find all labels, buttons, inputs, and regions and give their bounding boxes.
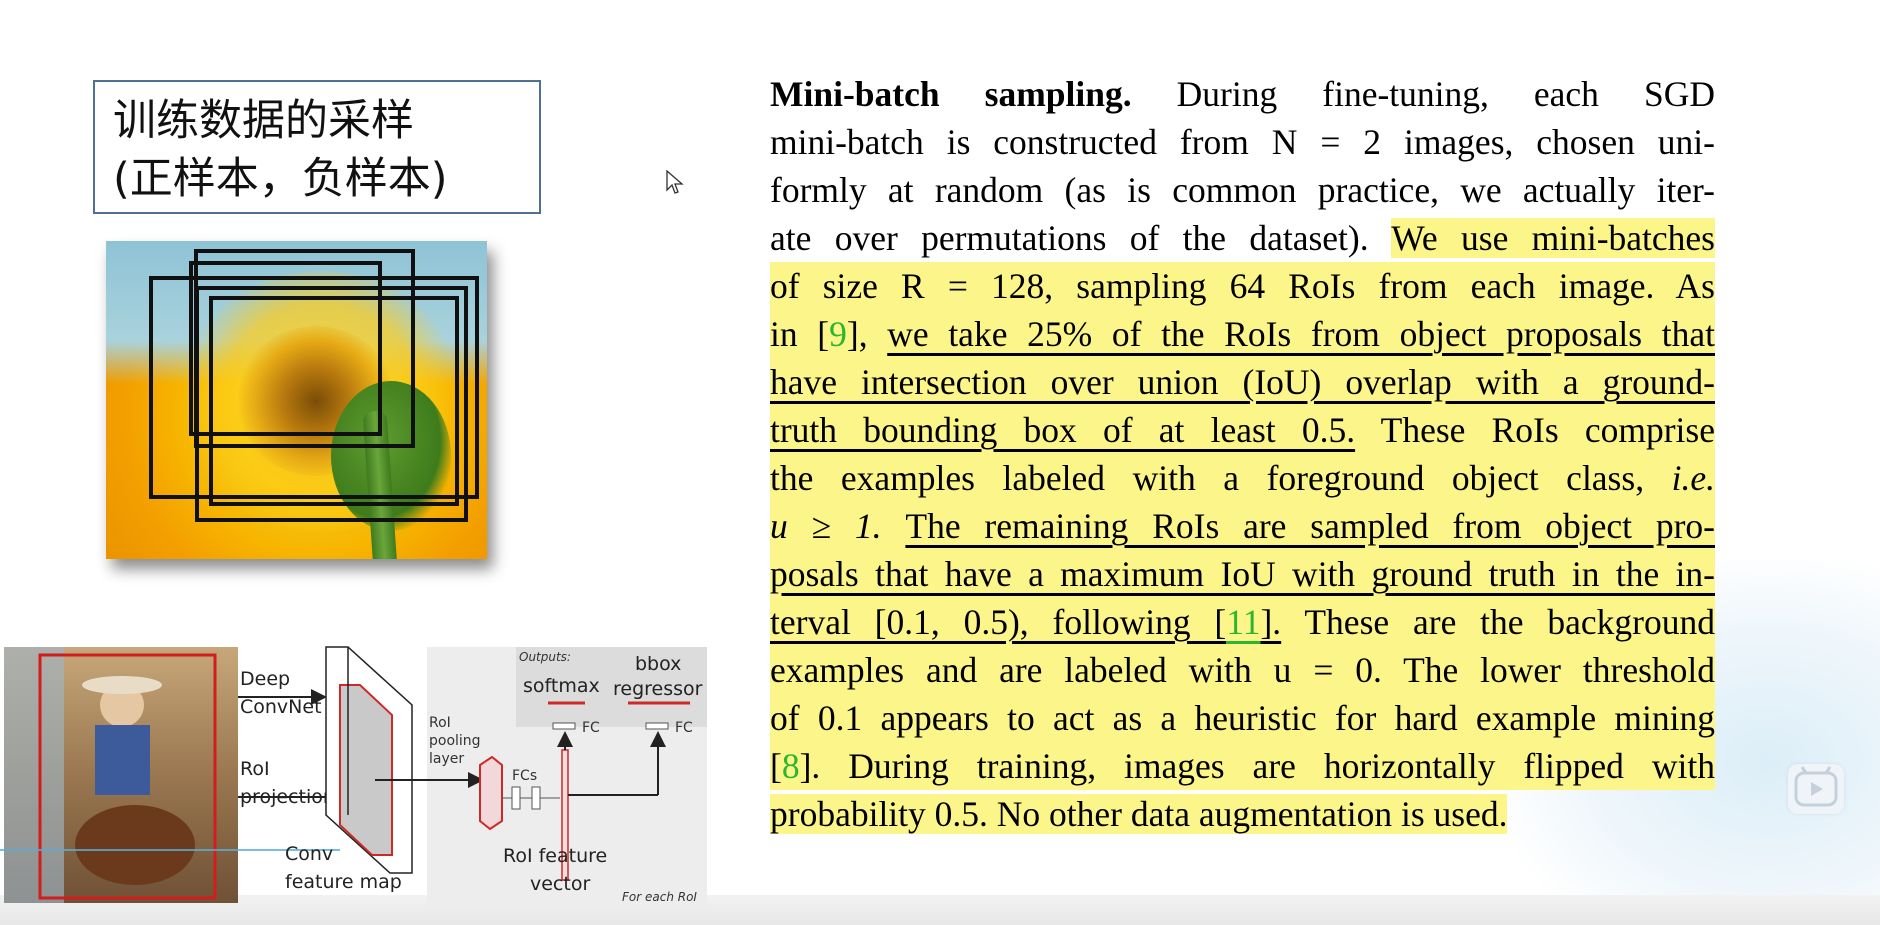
conv-feature-map [325,646,413,874]
label-roi-feature-1: RoI feature [503,845,607,867]
play-icon [1794,766,1838,807]
label-softmax: softmax [523,675,600,697]
label-feature-map: feature map [285,871,402,893]
proposal-box [209,296,459,506]
input-photo [0,647,340,903]
paper-line: of 0.1 appears to act as a heuristic for… [770,694,1715,742]
paper-line: ate over permutations of the dataset). W… [770,214,1715,262]
citation-link[interactable]: 11 [1226,602,1261,642]
underlined-text: terval [0.1, 0.5), following [ [770,602,1227,642]
paper-line: formly at random (as is common practice,… [770,170,1715,210]
title-line-1: 训练数据的采样 [113,96,414,146]
section-heading: Mini-batch sampling. [770,74,1132,114]
text-span: These are the background [1281,602,1715,642]
label-bbox: bbox [635,653,681,675]
title-line-2: (正样本，负样本) [113,154,448,204]
sunflower-image [106,241,487,559]
paper-line: of size R = 128, sampling 64 RoIs from e… [770,262,1715,310]
label-conv: Conv [285,843,333,865]
label-for-each-roi: For each RoI [622,890,697,904]
underlined-text: have intersection over union (IoU) overl… [770,362,1715,402]
text-span: ]. During training, images are horizonta… [799,746,1715,786]
proposal-box [149,276,479,499]
text-span: the examples labeled with a foreground o… [770,458,1672,498]
paper-line: u ≥ 1. The remaining RoIs are sampled fr… [770,502,1715,550]
paper-line: probability 0.5. No other data augmentat… [770,790,1715,838]
label-fc-a: FC [582,720,600,736]
paper-line: the examples labeled with a foreground o… [770,454,1715,502]
text-span: During fine-tuning, each SGD [1131,74,1715,114]
highlighted-text: We use mini-batches [1391,218,1715,258]
underlined-text: posals that have a maximum IoU with grou… [770,554,1715,594]
bottom-strip [0,895,1880,925]
slide-title: 训练数据的采样 (正样本，负样本) [93,80,541,214]
paper-line: truth bounding box of at least 0.5. Thes… [770,406,1715,454]
label-roi-feature-2: vector [530,873,590,895]
citation-link[interactable]: 9 [829,314,847,354]
label-roi-pool-1: RoI [429,715,451,731]
play-button[interactable] [1788,764,1844,814]
paper-line: examples and are labeled with u = 0. The… [770,646,1715,694]
proposal-box [195,286,468,522]
underlined-text: we take 25% of the RoIs from object prop… [887,314,1715,354]
paper-line: mini-batch is constructed from N = 2 ima… [770,122,1715,162]
paper-line: [8]. During training, images are horizon… [770,742,1715,790]
paper-excerpt: Mini-batch sampling. During fine-tuning,… [770,70,1715,838]
paper-line: in [9], we take 25% of the RoIs from obj… [770,310,1715,358]
math-text: u ≥ 1. [770,506,906,546]
label-fcs: FCs [512,768,537,784]
highlighted-text: probability 0.5. No other data augmentat… [770,794,1508,834]
label-convnet: ConvNet [240,696,322,718]
label-projection: projection [240,786,335,808]
label-outputs: Outputs: [519,650,571,664]
label-roi-pool-2: pooling [429,733,481,749]
paper-line: Mini-batch sampling. During fine-tuning,… [770,70,1715,118]
paper-line: have intersection over union (IoU) overl… [770,358,1715,406]
label-fc-b: FC [675,720,693,736]
text-span: ], [846,314,888,354]
label-roi-pool-3: layer [429,751,464,767]
underlined-text: ]. [1260,602,1282,642]
paper-line: posals that have a maximum IoU with grou… [770,550,1715,598]
text-span: in [ [770,314,830,354]
label-roi: RoI [240,758,270,780]
italic-text: i.e. [1671,458,1715,498]
text-span: ate over permutations of the dataset). [770,218,1392,258]
underlined-text: truth bounding box of at least 0.5. [770,410,1356,450]
paper-line: terval [0.1, 0.5), following [11]. These… [770,598,1715,646]
label-deep: Deep [240,668,290,690]
label-regressor: regressor [613,678,703,700]
proposal-box [189,261,382,436]
underlined-text: The remaining RoIs are sampled from obje… [905,506,1715,546]
citation-link[interactable]: 8 [781,746,800,786]
fast-rcnn-diagram: Deep ConvNet RoI projection Conv feature… [0,645,710,910]
text-span: These RoIs comprise [1355,410,1715,450]
cursor-icon [666,170,684,194]
text-span: [ [770,746,782,786]
